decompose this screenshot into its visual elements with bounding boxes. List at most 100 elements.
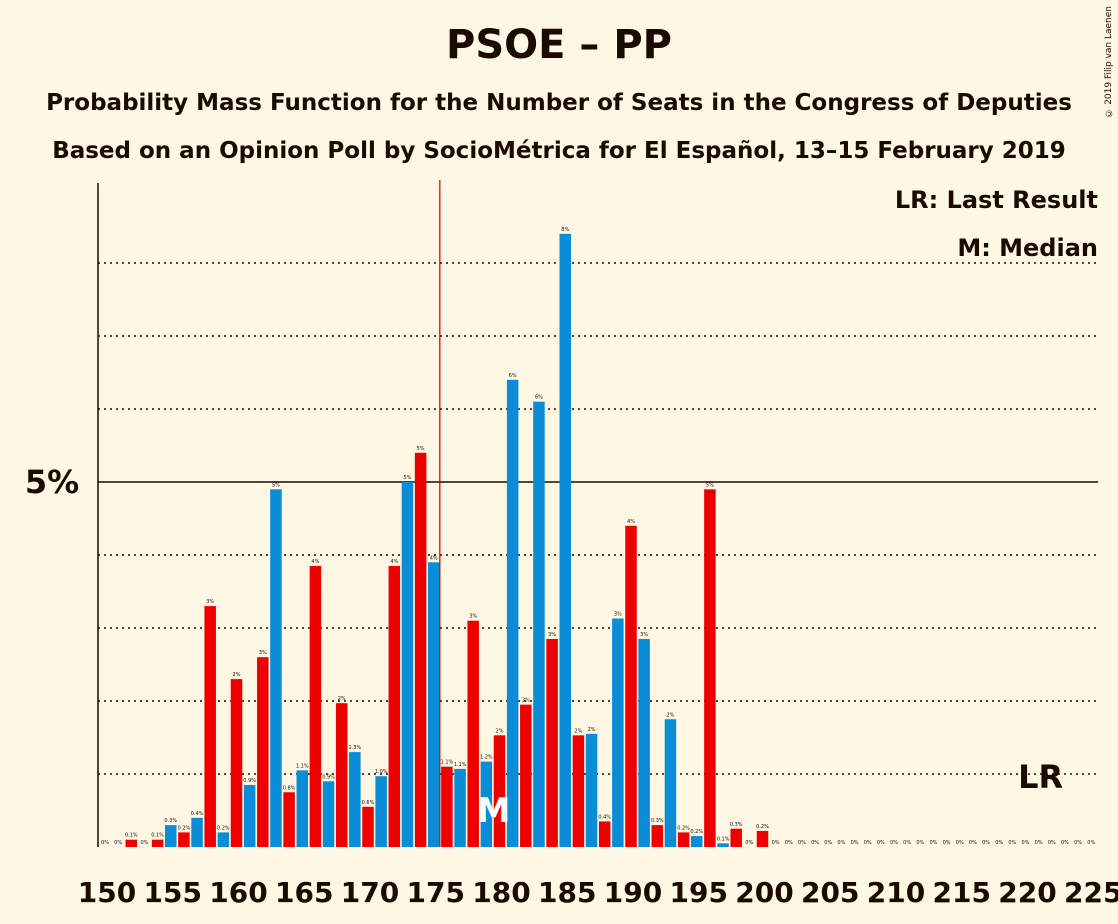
x-tick-label-195: 195 [670, 876, 728, 909]
bar-188 [598, 821, 611, 847]
bar-label-213: 0% [929, 840, 937, 846]
bar-label-217: 0% [982, 840, 990, 846]
x-tick-label-175: 175 [407, 876, 465, 909]
bar-189 [612, 618, 624, 847]
bar-175 [428, 562, 440, 847]
bar-label-170: 0.6% [362, 800, 375, 806]
bar-label-191: 3% [640, 632, 648, 638]
bar-label-150: 0% [101, 840, 109, 846]
bar-label-222: 0% [1048, 840, 1056, 846]
bar-166 [309, 565, 322, 847]
x-tick-label-160: 160 [209, 876, 267, 909]
bar-label-206: 0% [837, 840, 845, 846]
bar-label-153: 0% [140, 840, 148, 846]
x-tick-label-150: 150 [78, 876, 136, 909]
bar-177 [454, 768, 466, 847]
last-result-marker: LR [1018, 758, 1063, 796]
bar-157 [191, 817, 203, 847]
bar-label-157: 0.4% [191, 811, 204, 817]
x-tick-label-210: 210 [867, 876, 925, 909]
bar-179 [480, 761, 493, 847]
bar-191 [638, 638, 650, 847]
bar-154 [151, 839, 164, 847]
chart-subtitle-1: Probability Mass Function for the Number… [46, 90, 1072, 116]
bar-label-195: 0.2% [690, 829, 703, 835]
x-tick-label-205: 205 [801, 876, 859, 909]
bar-169 [349, 752, 361, 847]
bar-label-183: 6% [535, 395, 543, 401]
bar-label-155: 0.3% [164, 818, 177, 824]
bar-193 [664, 719, 677, 847]
bar-184 [546, 638, 558, 847]
bar-label-174: 5% [417, 446, 425, 452]
bar-label-173: 5% [403, 475, 411, 481]
bar-162 [257, 657, 269, 847]
bar-label-209: 0% [877, 840, 885, 846]
bar-label-166: 4% [311, 559, 319, 565]
bar-label-207: 0% [851, 840, 859, 846]
bar-198 [730, 828, 742, 847]
median-marker: M [477, 791, 511, 831]
bar-label-169: 1.3% [348, 745, 361, 751]
bar-170 [362, 806, 374, 847]
bar-197 [717, 843, 729, 847]
bar-label-201: 0% [772, 840, 780, 846]
bar-171 [375, 776, 387, 847]
bar-label-216: 0% [969, 840, 977, 846]
bar-label-196: 5% [706, 482, 714, 488]
bar-label-182: 2% [522, 698, 530, 704]
bar-176 [441, 766, 453, 847]
bar-label-165: 1.1% [296, 763, 309, 769]
bar-172 [388, 565, 401, 847]
bar-label-181: 6% [509, 373, 517, 379]
bar-label-175: 4% [430, 555, 438, 561]
bar-label-160: 2% [233, 672, 241, 678]
bar-168 [335, 703, 348, 847]
bar-180 [493, 735, 506, 847]
x-tick-label-200: 200 [735, 876, 793, 909]
bar-label-154: 0.1% [151, 833, 164, 839]
bar-label-159: 0.2% [217, 825, 230, 831]
bar-185 [559, 233, 571, 848]
bar-label-193: 2% [666, 712, 674, 718]
bar-label-221: 0% [1035, 840, 1043, 846]
bar-label-185: 8% [561, 227, 569, 233]
bar-label-172: 4% [390, 559, 398, 565]
bar-192 [651, 825, 664, 847]
bar-label-179: 1.2% [480, 755, 493, 761]
bar-label-151: 0% [114, 840, 122, 846]
chart-subtitle-2: Based on an Opinion Poll by SocioMétrica… [52, 138, 1066, 164]
chart-title: PSOE – PP [446, 22, 672, 68]
bar-label-205: 0% [824, 840, 832, 846]
bar-187 [585, 733, 598, 847]
bar-178 [467, 620, 479, 847]
bar-165 [296, 770, 308, 847]
bar-label-204: 0% [811, 840, 819, 846]
bar-label-152: 0.1% [125, 833, 138, 839]
bar-label-215: 0% [956, 840, 964, 846]
bar-label-214: 0% [943, 840, 951, 846]
bar-label-211: 0% [903, 840, 911, 846]
bar-label-162: 3% [259, 650, 267, 656]
bar-161 [243, 784, 256, 847]
bar-159 [217, 832, 230, 847]
bar-182 [520, 704, 532, 847]
bar-label-161: 0.9% [243, 778, 256, 784]
bar-label-223: 0% [1061, 840, 1069, 846]
bar-label-224: 0% [1074, 840, 1082, 846]
bar-label-194: 0.2% [677, 825, 690, 831]
bar-196 [704, 489, 716, 847]
x-tick-label-215: 215 [933, 876, 991, 909]
bar-label-177: 1.1% [454, 762, 467, 768]
bar-label-208: 0% [864, 840, 872, 846]
bar-label-178: 3% [469, 614, 477, 620]
bar-label-197: 0.1% [717, 836, 730, 842]
bar-label-190: 4% [627, 519, 635, 525]
bar-label-203: 0% [798, 840, 806, 846]
bar-label-189: 3% [614, 612, 622, 618]
bar-164 [283, 792, 295, 847]
bar-label-168: 2% [338, 696, 346, 702]
x-tick-label-225: 225 [1064, 876, 1118, 909]
bar-160 [230, 679, 243, 847]
